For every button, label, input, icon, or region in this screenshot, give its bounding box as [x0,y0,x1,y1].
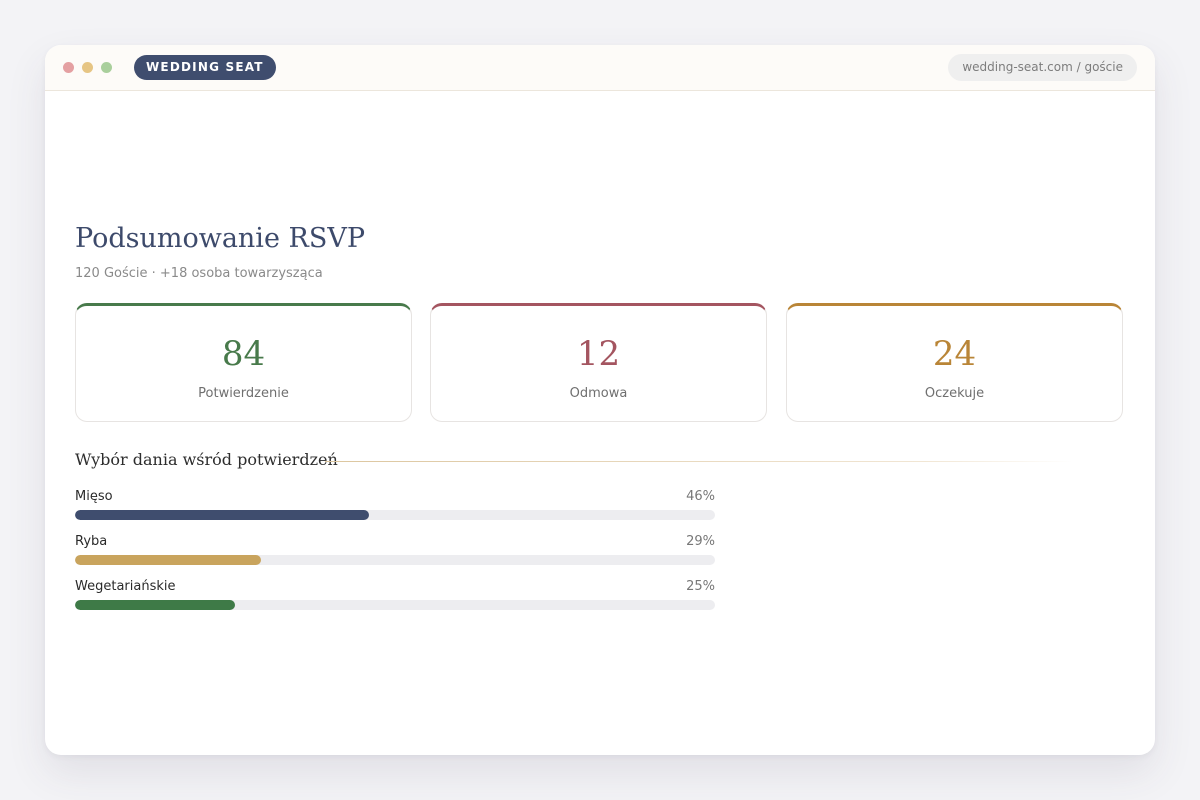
stat-card-declined: 12 Odmowa [430,303,767,422]
meal-label: Wegetariańskie [75,579,176,594]
meal-choice-heading: Wybór dania wśród potwierdzeń [75,450,338,469]
meal-label: Ryba [75,534,108,549]
confirmed-count: 84 [221,334,266,374]
minimize-window-dot[interactable] [82,62,93,73]
stat-card-confirmed: 84 Potwierdzenie [75,303,412,422]
pending-count: 24 [932,334,977,374]
meal-percent: 29% [686,534,715,549]
progress-fill [75,510,370,520]
page-title: Podsumowanie RSVP [75,223,365,254]
meal-percent: 25% [686,579,715,594]
progress-fill [75,555,261,565]
declined-label: Odmowa [569,386,628,401]
pending-label: Oczekuje [924,386,985,401]
progress-track [75,600,715,610]
brand-badge[interactable]: WEDDING SEAT [134,55,276,80]
close-window-dot[interactable] [63,62,74,73]
progress-track [75,555,715,565]
guest-count-subtitle: 120 Goście · +18 osoba towarzysząca [75,266,323,281]
browser-titlebar: WEDDING SEAT wedding-seat.com / goście [45,45,1155,91]
meal-row-meat: Mięso 46% [75,489,715,529]
meal-row-vegetarian: Wegetariańskie 25% [75,579,715,619]
section-divider [325,461,1073,462]
progress-track [75,510,715,520]
meal-label: Mięso [75,489,113,504]
maximize-window-dot[interactable] [101,62,112,73]
browser-window: WEDDING SEAT wedding-seat.com / goście P… [45,45,1155,755]
meal-row-fish: Ryba 29% [75,534,715,574]
confirmed-label: Potwierdzenie [198,386,289,401]
meal-percent: 46% [686,489,715,504]
address-bar[interactable]: wedding-seat.com / goście [948,54,1137,81]
progress-fill [75,600,235,610]
stat-card-pending: 24 Oczekuje [786,303,1123,422]
declined-count: 12 [576,334,621,374]
